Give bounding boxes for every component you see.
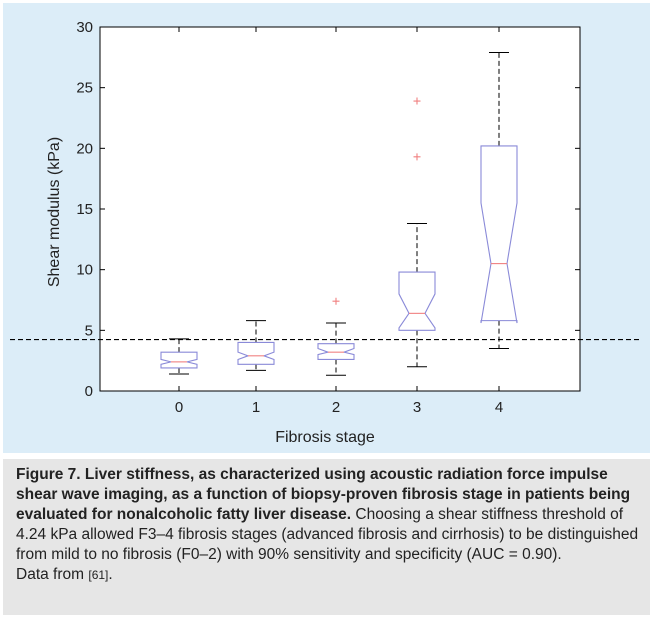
box-body [480,145,518,324]
y-tick-label: 30 [76,19,93,36]
caption-source-suffix: . [108,566,113,583]
caption-title: Figure 7. Liver stiffness, as characteri… [16,466,631,523]
x-tick-label: 4 [495,399,503,416]
y-tick-label: 15 [76,201,93,218]
y-tick-label: 10 [76,262,93,279]
box-body [160,351,198,369]
y-tick-label: 5 [85,322,93,339]
figure-caption: Figure 7. Liver stiffness, as characteri… [3,459,650,615]
box-body [317,343,355,361]
outlier-point [413,97,421,105]
x-tick-label: 2 [332,399,340,416]
caption-source-prefix: Data from [16,566,89,583]
outlier-point [413,153,421,161]
x-tick-label: 1 [252,399,260,416]
y-tick-label: 20 [76,140,93,157]
x-tick-label: 0 [175,399,183,416]
box-body [398,271,436,331]
outlier-point [332,297,340,305]
y-axis-label: Shear modulus (kPa) [46,137,63,287]
caption-source-ref: [61] [88,568,109,582]
figure-panel: 0 5 10 15 20 25 30 0 1 2 3 4 Fibrosis stage Shear mod… [3,3,650,453]
y-tick-label: 0 [85,383,93,400]
x-axis-label: Fibrosis stage [275,429,375,446]
caption-body: Choosing a shear stiffness threshold of … [16,506,639,563]
y-tick-label: 25 [76,80,93,97]
box-plot-chart: 0 5 10 15 20 25 30 0 1 2 3 4 Fibrosis stage Shear mod… [10,19,641,446]
x-tick-label: 3 [413,399,421,416]
box-body [237,341,275,365]
